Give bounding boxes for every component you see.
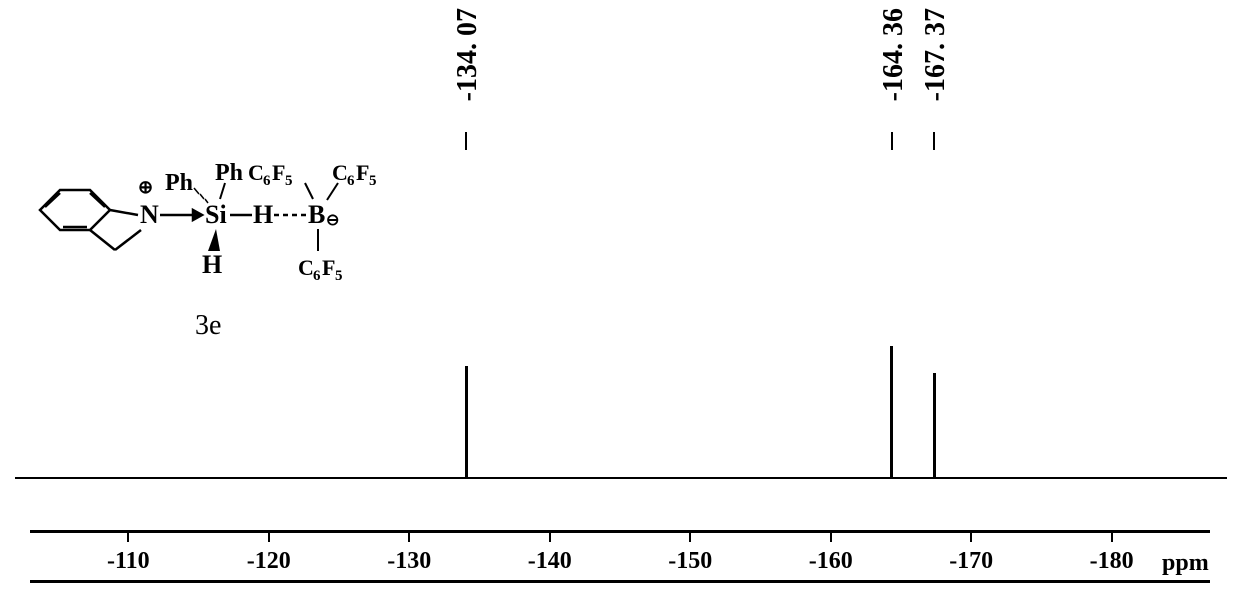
charge-plus: ⊕ (138, 177, 153, 197)
svg-text:5: 5 (369, 173, 377, 189)
svg-text:6: 6 (263, 173, 271, 189)
atom-n: N (140, 200, 159, 229)
peak-label-tick (933, 132, 935, 150)
atom-ph2: Ph (215, 160, 243, 186)
axis-tick-label: -180 (1082, 548, 1142, 575)
wedge-ph1 (194, 188, 208, 203)
svg-text:F: F (356, 160, 369, 185)
atom-c6f5-3: C (298, 255, 314, 280)
axis-tick-label: -120 (239, 548, 299, 575)
charge-minus: ⊖ (326, 212, 339, 229)
svg-text:F: F (272, 160, 285, 185)
svg-text:F: F (322, 255, 335, 280)
axis-tick (127, 530, 129, 542)
peak-label-tick (891, 132, 893, 150)
axis-tick (549, 530, 551, 542)
molecule-structure: N ⊕ Si Ph Ph H (30, 155, 430, 335)
peak-label: -134. 07 (452, 8, 484, 101)
svg-text:6: 6 (313, 268, 321, 284)
atom-h1: H (202, 250, 222, 279)
svg-text:5: 5 (335, 268, 343, 284)
atom-b: B (308, 200, 325, 229)
spectrum-peak (465, 366, 468, 477)
atom-si: Si (205, 200, 227, 229)
axis-tick (268, 530, 270, 542)
nmr-figure: N ⊕ Si Ph Ph H (0, 0, 1240, 607)
axis-line-bottom (30, 580, 1210, 583)
peak-label-tick (465, 132, 467, 150)
molecule-svg: N ⊕ Si Ph Ph H (30, 155, 430, 335)
axis-tick-label: -110 (98, 548, 158, 575)
atom-c6f5-1: C (248, 160, 264, 185)
axis-tick (1111, 530, 1113, 542)
axis-tick (689, 530, 691, 542)
axis-tick-label: -160 (801, 548, 861, 575)
axis-tick-label: -130 (379, 548, 439, 575)
atom-c6f5-2: C (332, 160, 348, 185)
axis-tick-label: -150 (660, 548, 720, 575)
peak-label: -164. 36 (878, 8, 910, 101)
peak-label: -167. 37 (920, 8, 952, 101)
atom-h2: H (253, 200, 273, 229)
bond-b-c6f5-1 (305, 183, 313, 199)
dative-bond (160, 210, 202, 220)
axis-tick (830, 530, 832, 542)
axis-tick-label: -170 (941, 548, 1001, 575)
axis-line-top (30, 530, 1210, 533)
spectrum-peak (933, 373, 936, 477)
axis-tick (970, 530, 972, 542)
atom-ph1: Ph (165, 170, 193, 196)
compound-label: 3e (195, 310, 221, 342)
axis-tick-label: -140 (520, 548, 580, 575)
axis-unit: ppm (1162, 550, 1209, 577)
svg-text:6: 6 (347, 173, 355, 189)
svg-text:5: 5 (285, 173, 293, 189)
bond-b-c6f5-2 (327, 183, 338, 200)
axis-tick (408, 530, 410, 542)
wedge-h (208, 229, 220, 251)
spectrum-baseline (15, 477, 1227, 479)
spectrum-peak (890, 346, 893, 477)
